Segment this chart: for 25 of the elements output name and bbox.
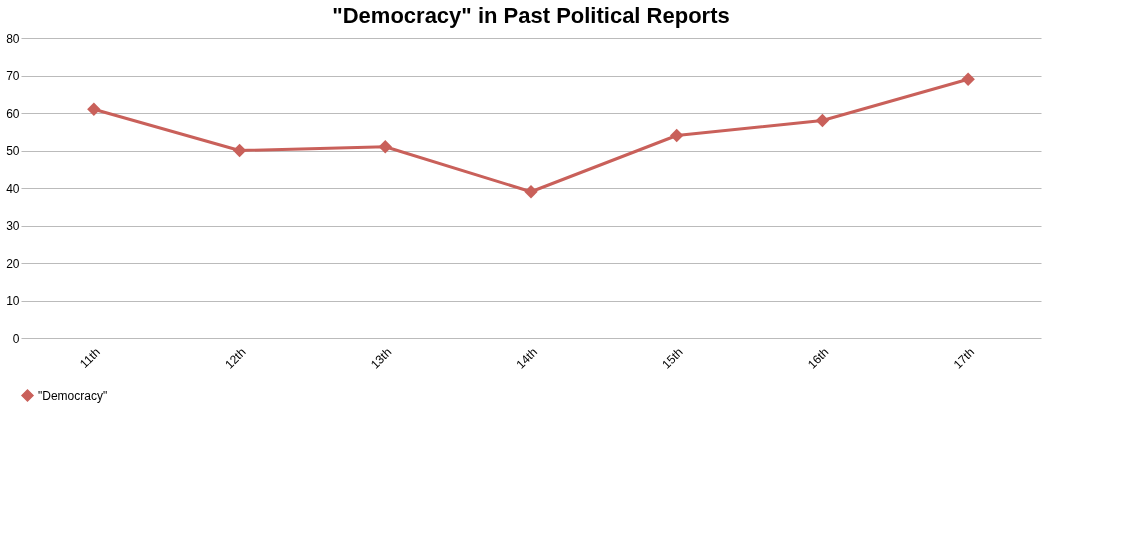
x-tick-label: 15th xyxy=(659,345,686,372)
point xyxy=(815,113,830,128)
y-tick-label: 40 xyxy=(6,181,20,196)
x-tick-label: 11th xyxy=(77,345,103,371)
y-tick-label: 0 xyxy=(12,331,20,346)
point xyxy=(524,185,538,199)
y-tick-label: 60 xyxy=(6,106,20,121)
point xyxy=(961,72,975,86)
y-tick-label: 80 xyxy=(6,31,20,46)
point xyxy=(87,102,101,116)
point xyxy=(378,140,392,154)
x-tick-label: 16th xyxy=(805,345,832,372)
x-tick-label: 14th xyxy=(513,345,540,372)
point xyxy=(232,143,247,158)
y-tick-label: 20 xyxy=(6,256,20,271)
x-tick-label: 12th xyxy=(222,345,249,372)
legend-label: "Democracy" xyxy=(38,388,108,403)
x-tick-label: 17th xyxy=(950,345,978,372)
y-tick-label: 30 xyxy=(6,219,20,233)
y-tick-label: 10 xyxy=(6,294,20,308)
y-tick-label: 50 xyxy=(6,144,20,158)
x-tick-label: 13th xyxy=(367,345,395,372)
chart-title: "Democracy" in Past Political Reports xyxy=(332,3,730,28)
y-tick-label: 70 xyxy=(6,69,20,83)
point xyxy=(670,128,684,143)
